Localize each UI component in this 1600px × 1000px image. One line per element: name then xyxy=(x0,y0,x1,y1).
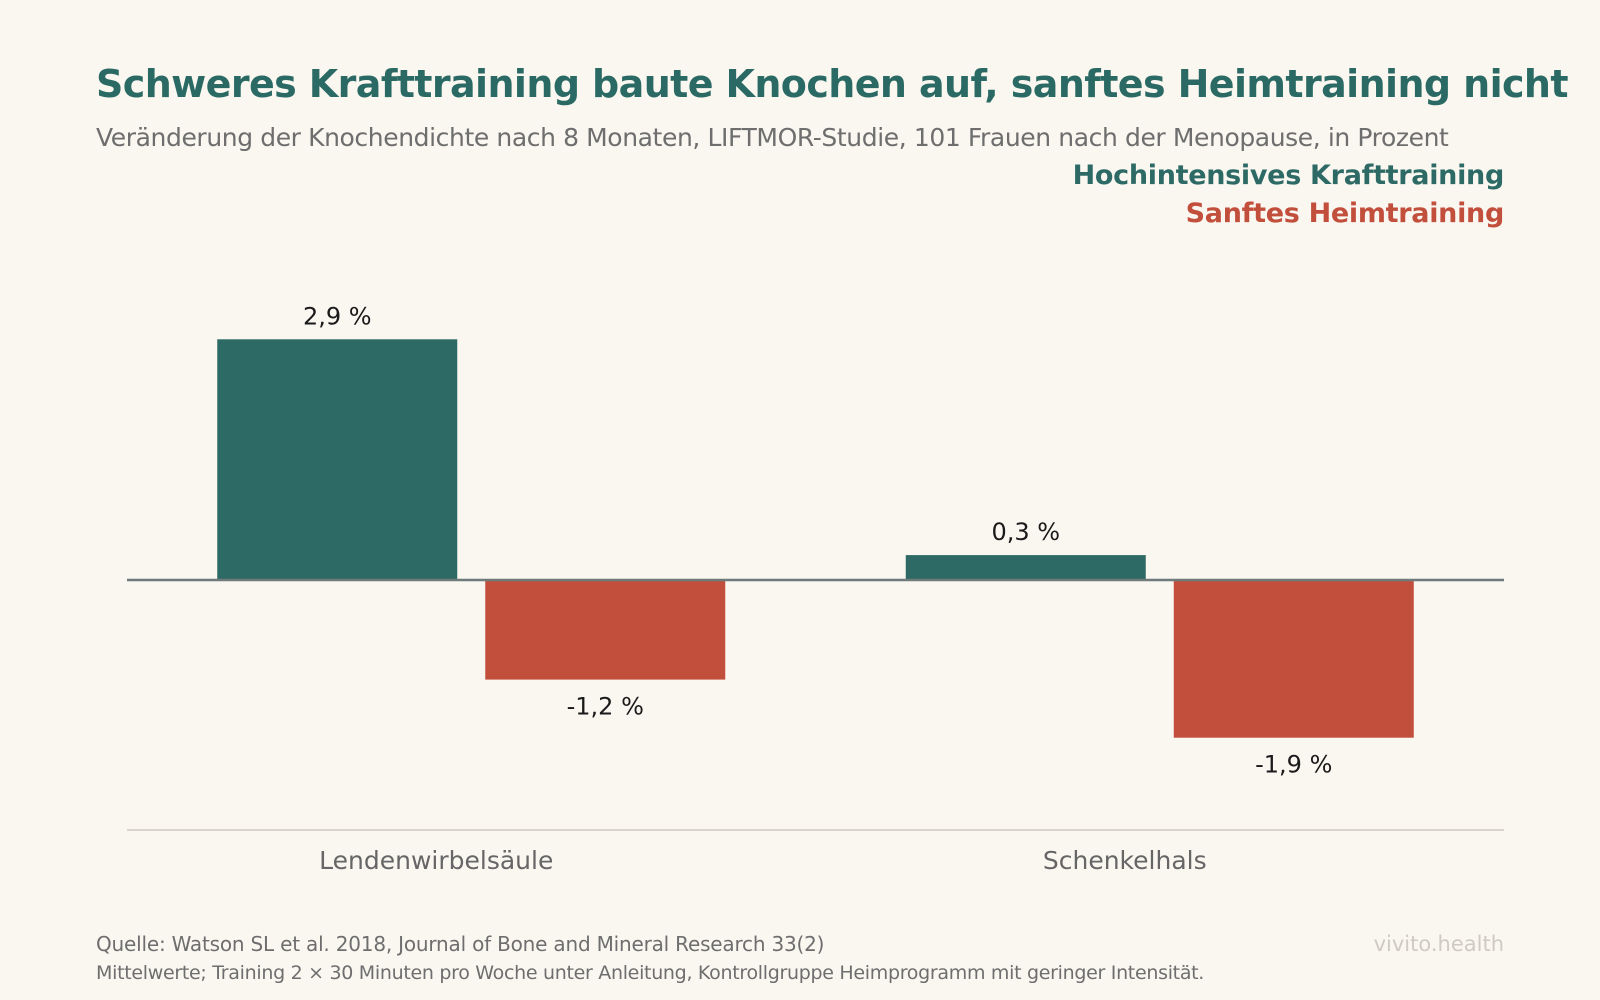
brand-label: vivito.health xyxy=(1373,932,1504,956)
bar-lendenwirbelsaeule-home-training xyxy=(485,580,726,680)
data-label-schenkelhals-home-training: -1,9 % xyxy=(1255,751,1332,779)
category-label-schenkelhals: Schenkelhals xyxy=(1043,846,1207,875)
data-label-schenkelhals-high-intensity: 0,3 % xyxy=(991,518,1060,546)
data-label-lendenwirbelsaeule-high-intensity: 2,9 % xyxy=(303,302,372,330)
bar-schenkelhals-high-intensity xyxy=(905,555,1146,580)
data-label-lendenwirbelsaeule-home-training: -1,2 % xyxy=(567,693,644,721)
chart-title: Schweres Krafttraining baute Knochen auf… xyxy=(96,62,1569,106)
category-label-lendenwirbelsaeule: Lendenwirbelsäule xyxy=(319,846,553,875)
legend-item-high-intensity: Hochintensives Krafttraining xyxy=(1072,160,1505,191)
legend: Hochintensives Krafttraining Sanftes Hei… xyxy=(1072,157,1505,233)
bar-schenkelhals-home-training xyxy=(1173,580,1414,738)
source-note: Quelle: Watson SL et al. 2018, Journal o… xyxy=(96,932,825,956)
legend-item-home-training: Sanftes Heimtraining xyxy=(1185,198,1505,229)
method-note: Mittelwerte; Training 2 × 30 Minuten pro… xyxy=(96,962,1205,984)
chart-subtitle: Veränderung der Knochendichte nach 8 Mon… xyxy=(96,123,1449,152)
bar-lendenwirbelsaeule-high-intensity xyxy=(217,339,458,580)
